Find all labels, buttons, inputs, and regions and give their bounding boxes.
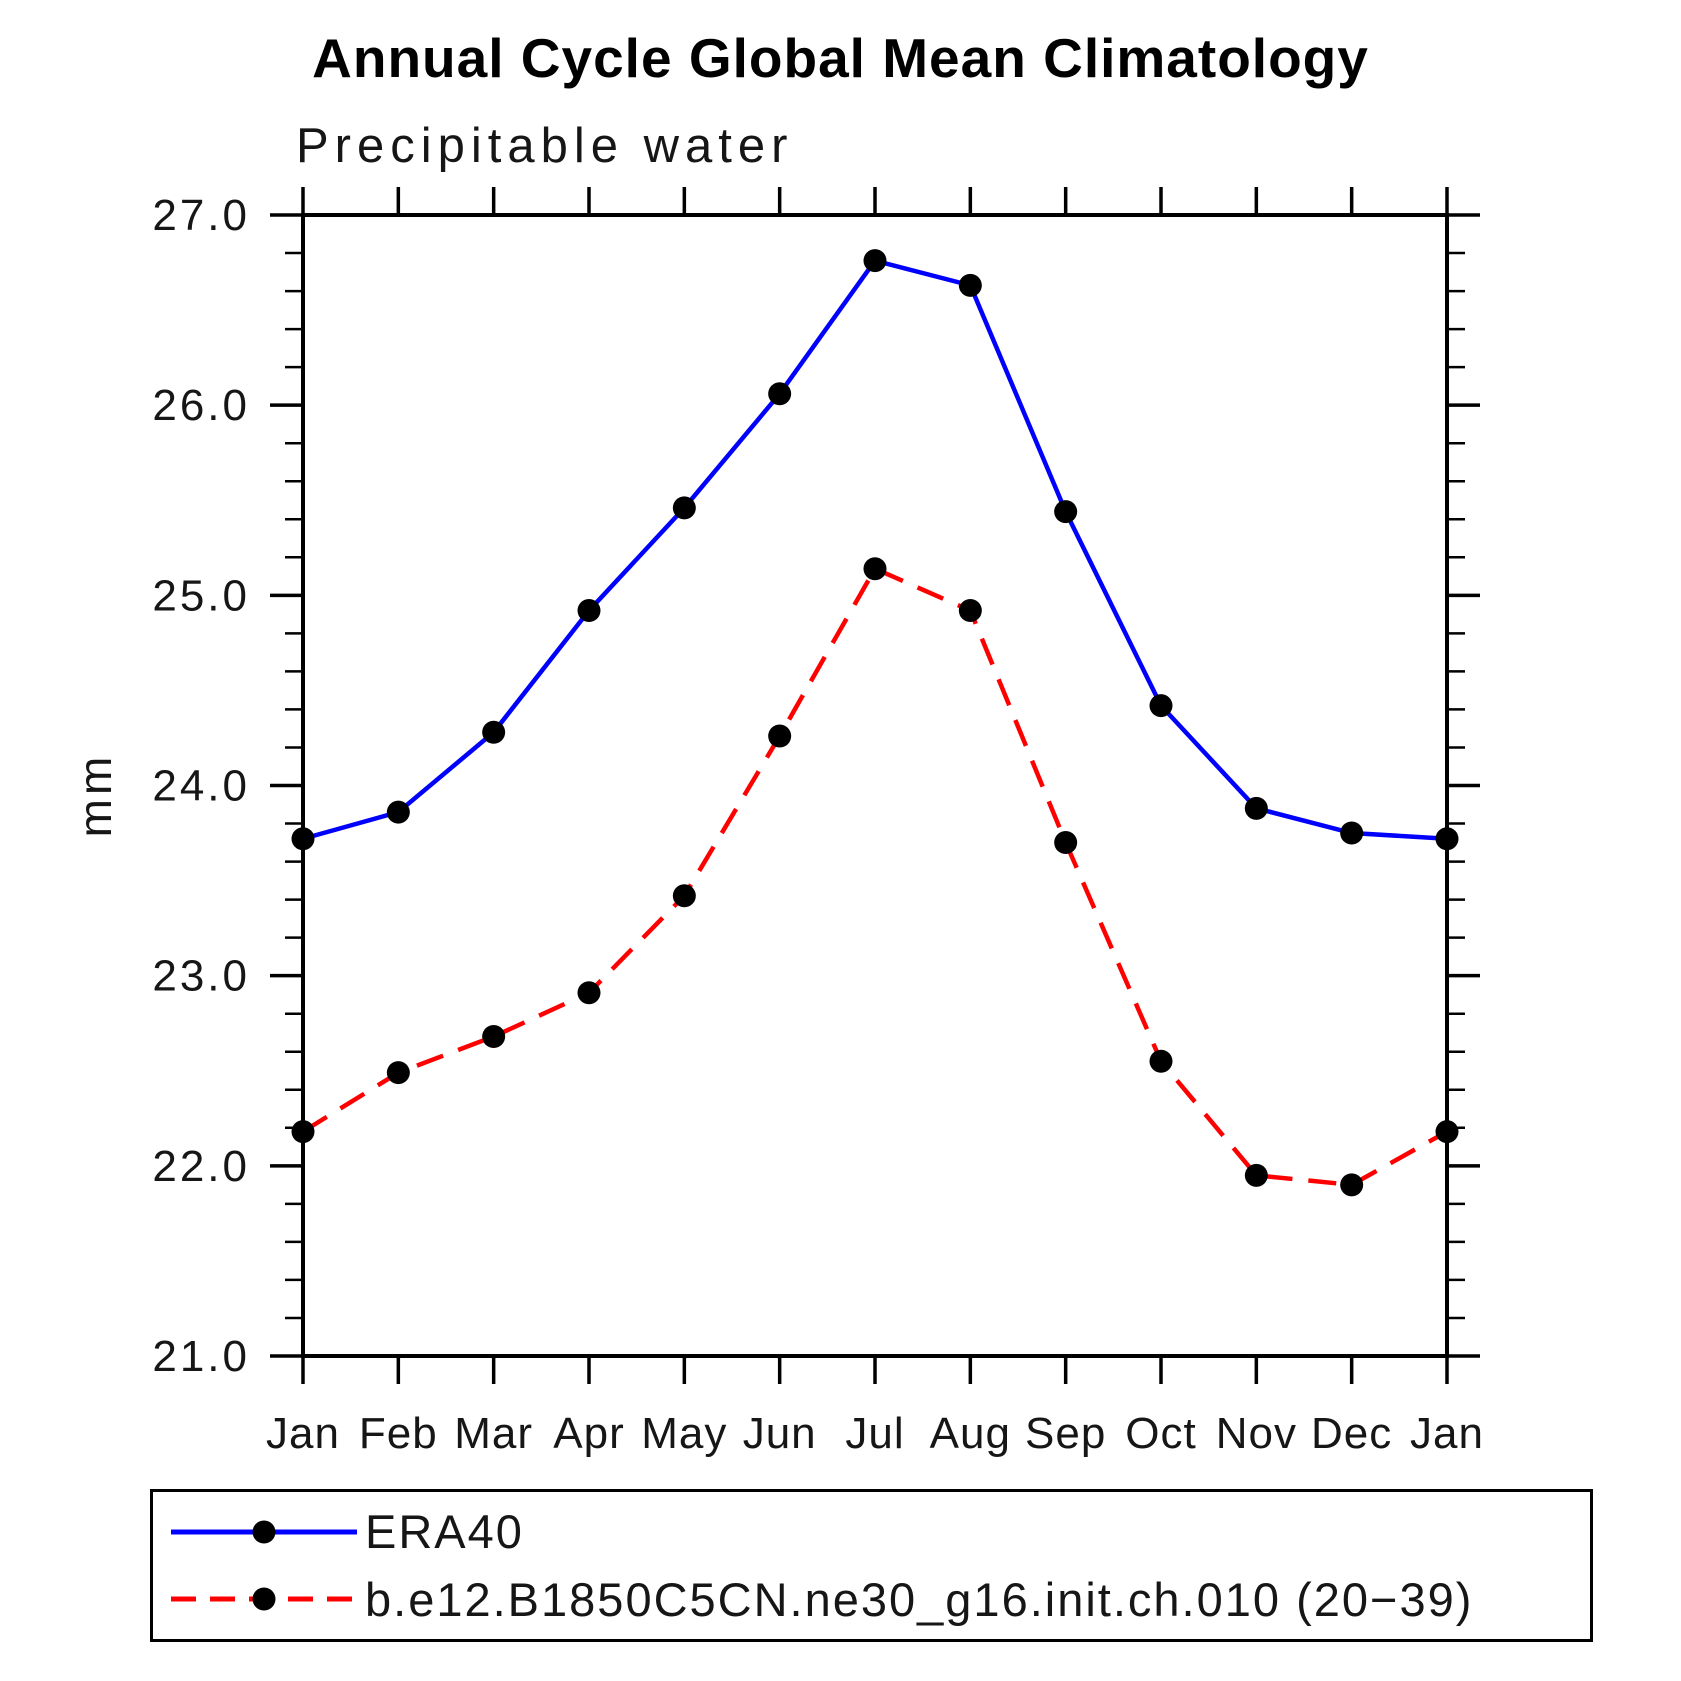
chart-subtitle: Precipitable water xyxy=(296,119,794,173)
y-tick-label: 26.0 xyxy=(152,381,250,430)
y-axis-ticks: 21.0 22.0 23.0 24.0 25.0 26.0 27.0 xyxy=(152,191,1480,1381)
plot-frame xyxy=(301,213,1449,1358)
legend-label: b.e12.B1850C5CN.ne30_g16.init.ch.010 (20… xyxy=(365,1572,1474,1626)
legend-line-sample xyxy=(171,1520,357,1544)
legend-label: ERA40 xyxy=(365,1505,524,1559)
x-tick-label: Nov xyxy=(1216,1409,1297,1458)
x-tick-label: Feb xyxy=(359,1409,438,1458)
legend-box: ERA40 b.e12.B1850C5CN.ne30_g16.init.ch.0… xyxy=(150,1489,1593,1642)
legend-item: ERA40 xyxy=(165,1504,1590,1559)
y-tick-label: 24.0 xyxy=(152,762,250,811)
x-tick-label: May xyxy=(641,1409,727,1458)
x-tick-label: Sep xyxy=(1025,1409,1106,1458)
series-markers-b-e12-b1850c5cn-ne30-g16-init-ch-010-20-39- xyxy=(291,557,1459,1197)
x-tick-label: Jan xyxy=(266,1409,340,1458)
x-axis-ticks: Jan Feb Mar Apr May Jun Jul Aug Sep Oct Nov Dec Jan xyxy=(266,187,1484,1458)
legend-line-sample xyxy=(171,1587,357,1611)
x-tick-label: Apr xyxy=(553,1409,624,1458)
y-tick-label: 21.0 xyxy=(152,1332,250,1381)
x-tick-label: Mar xyxy=(454,1409,533,1458)
x-tick-label: Jun xyxy=(743,1409,817,1458)
legend-marker-icon xyxy=(252,1587,276,1611)
y-tick-label: 25.0 xyxy=(152,571,250,620)
page-title: Annual Cycle Global Mean Climatology xyxy=(312,27,1369,89)
x-tick-label: Dec xyxy=(1311,1409,1392,1458)
series-line-era40 xyxy=(302,258,1448,841)
y-tick-label: 22.0 xyxy=(152,1142,250,1191)
y-tick-label: 23.0 xyxy=(152,952,250,1001)
x-tick-label: Aug xyxy=(930,1409,1011,1458)
y-tick-label: 27.0 xyxy=(152,191,250,240)
legend-item: b.e12.B1850C5CN.ne30_g16.init.ch.010 (20… xyxy=(165,1572,1590,1627)
series-line-b-e12-b1850c5cn-ne30-g16-init-ch-010-20-39- xyxy=(301,565,1449,1188)
legend-marker-icon xyxy=(252,1520,276,1544)
x-tick-label: Jan xyxy=(1410,1409,1484,1458)
series-markers-era40 xyxy=(291,249,1459,851)
x-tick-label: Oct xyxy=(1125,1409,1196,1458)
x-tick-label: Jul xyxy=(845,1409,904,1458)
